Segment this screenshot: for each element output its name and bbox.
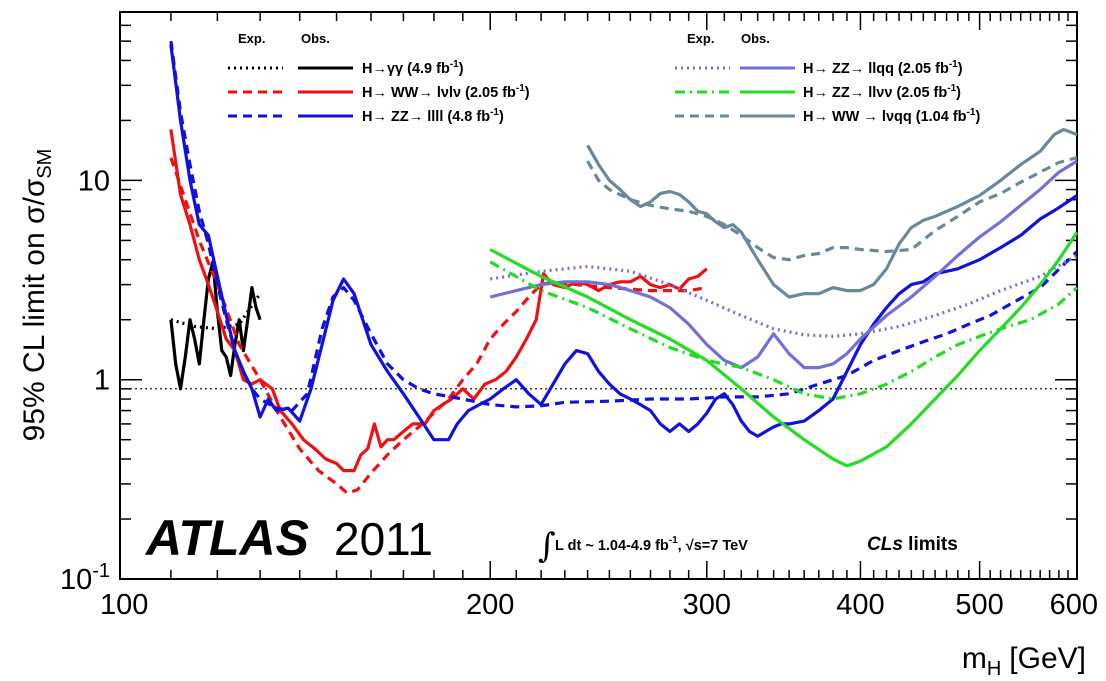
observed-line: [169, 44, 1078, 442]
plot-area-border: [119, 11, 1078, 580]
integral-sign: ∫: [538, 526, 556, 566]
y-tick-label: 10-1: [60, 560, 110, 596]
y-tick-label-base: 1: [94, 365, 110, 397]
observed-line: [489, 231, 1079, 468]
legend-header-expected: Exp.: [238, 31, 265, 46]
expected-line: [489, 260, 1079, 401]
y-axis-title-sub: SM: [34, 149, 56, 179]
legend-label: H→ ZZ→ llqq (2.05 fb-1): [803, 59, 963, 77]
y-axis-title-main: 95% CL limit on σ/σ: [18, 178, 51, 441]
method-suffix: limits: [903, 534, 958, 555]
observed-line: [586, 127, 1078, 299]
luminosity-label: L dt ~ 1.04-4.9 fb-1, √s=7 TeV: [555, 535, 748, 554]
series-3: [489, 159, 1078, 370]
series-4: [489, 231, 1079, 468]
experiment-label: ATLAS: [144, 510, 309, 566]
lumi-text: L dt ~ 1.04-4.9 fb: [555, 538, 669, 554]
observed-line: [489, 159, 1078, 370]
x-tick-label: 300: [683, 589, 731, 621]
x-tick-label: 600: [1050, 589, 1098, 621]
x-tick-label: 400: [836, 589, 884, 621]
y-tick-label-base: 10: [78, 165, 110, 197]
energy-sep: ,: [678, 538, 686, 554]
legend-header-observed: Obs.: [301, 31, 330, 46]
x-tick-label: 500: [955, 589, 1003, 621]
expected-line: [169, 157, 708, 495]
lumi-exp: -1: [669, 535, 678, 546]
axis-ticks: [119, 11, 1078, 580]
y-tick-label-base: 10: [60, 564, 92, 596]
method-name: CLs: [867, 534, 903, 555]
y-tick-label: 10: [78, 165, 110, 197]
legend-label: H→ ZZ→ llνν (2.05 fb-1): [803, 83, 961, 101]
x-tick-label: 200: [466, 589, 514, 621]
x-axis-title-main: m: [962, 642, 987, 675]
series-5: [586, 127, 1078, 299]
legend: Exp. Obs. H→γγ (4.9 fb-1) H→ WW→ lνlν (2.05…: [228, 31, 980, 125]
luminosity-annotation: ∫ L dt ~ 1.04-4.9 fb-1, √s=7 TeV: [538, 526, 748, 566]
x-axis-title: mH [GeV]: [962, 642, 1086, 680]
legend-label: H→γγ (4.9 fb-1): [362, 59, 464, 77]
legend-header-observed: Obs.: [741, 31, 770, 46]
x-tick-label: 100: [100, 589, 148, 621]
series-layer: [169, 40, 1079, 495]
y-axis-title: 95% CL limit on σ/σSM: [18, 149, 56, 442]
expected-line: [489, 254, 1078, 338]
method-label: CLs limits: [867, 534, 958, 555]
x-axis-title-unit: [GeV]: [1009, 642, 1086, 675]
y-tick-label-exp: -1: [92, 560, 110, 582]
series-2: [169, 40, 1079, 442]
expected-line: [586, 156, 1078, 262]
legend-header-expected: Exp.: [687, 31, 714, 46]
year-label: 2011: [334, 513, 433, 565]
legend-label: H→ WW→ lνlν (2.05 fb-1): [362, 83, 530, 101]
legend-label: H→ ZZ→ llll (4.8 fb-1): [362, 107, 504, 125]
energy-text: s=7 TeV: [694, 538, 748, 554]
legend-label: H→ WW → lνqq (1.04 fb-1): [803, 107, 980, 125]
x-axis-title-sub: H: [987, 658, 1001, 680]
plot-frame: [119, 11, 1078, 580]
sqrt-sign: √: [686, 538, 694, 554]
y-tick-label: 1: [94, 365, 110, 397]
